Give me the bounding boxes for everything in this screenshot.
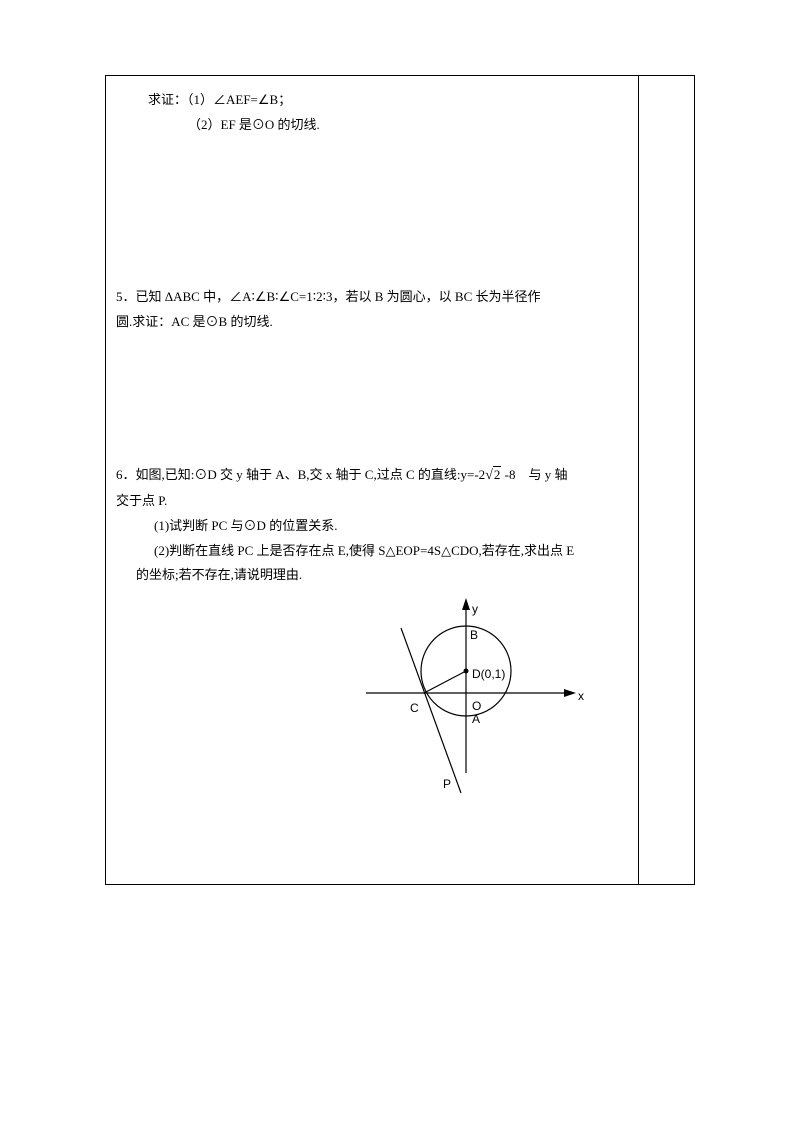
problem-6-sub-2a: (2)判断在直线 PC 上是否存在点 E,使得 S△EOP=4S△CDO,若存在… <box>116 539 628 564</box>
y-axis-arrow <box>462 598 470 610</box>
label-y: y <box>472 598 478 621</box>
side-margin-column <box>639 76 694 884</box>
problem-6-line-1: 6．如图,已知:⊙D 交 y 轴于 A、B,交 x 轴于 C,过点 C 的直线:… <box>116 463 628 490</box>
page-frame: 求证：（1）∠AEF=∠B； （2）EF 是⊙O 的切线. 5．已知 ΔABC … <box>105 75 695 885</box>
problem-6-line-1-prefix: 6．如图,已知:⊙D 交 y 轴于 A、B,交 x 轴于 C,过点 C 的直线:… <box>116 467 485 482</box>
problem-6-sub-2b: 的坐标;若不存在,请说明理由. <box>116 563 628 588</box>
problem-6-line-1-suffix: -8 与 y 轴 <box>501 467 567 482</box>
point-d-dot <box>464 669 469 674</box>
main-content-column: 求证：（1）∠AEF=∠B； （2）EF 是⊙O 的切线. 5．已知 ΔABC … <box>106 76 639 884</box>
problem-5-line-2: 圆.求证：AC 是⊙B 的切线. <box>116 310 628 335</box>
spacer <box>116 145 628 285</box>
x-axis-arrow <box>564 689 576 697</box>
problem-6-sub-1: (1)试判断 PC 与⊙D 的位置关系. <box>116 514 628 539</box>
label-B: B <box>470 624 478 647</box>
label-C: C <box>410 697 419 720</box>
diagram-container: y x B D(0,1) O C A P <box>346 593 606 813</box>
line-cd <box>424 671 466 693</box>
label-x: x <box>578 685 584 708</box>
problem-5: 5．已知 ΔABC 中，∠A∶∠B∶∠C=1∶2∶3，若以 B 为圆心，以 BC… <box>116 285 628 334</box>
label-P: P <box>443 773 451 796</box>
sqrt-value: 2 <box>493 466 502 482</box>
label-A: A <box>472 708 480 731</box>
problem-4-continuation: 求证：（1）∠AEF=∠B； （2）EF 是⊙O 的切线. <box>116 88 628 137</box>
problem-6-line-2: 交于点 P. <box>116 489 628 514</box>
problem-6: 6．如图,已知:⊙D 交 y 轴于 A、B,交 x 轴于 C,过点 C 的直线:… <box>116 463 628 813</box>
label-D: D(0,1) <box>472 663 505 686</box>
problem-5-line-1: 5．已知 ΔABC 中，∠A∶∠B∶∠C=1∶2∶3，若以 B 为圆心，以 BC… <box>116 285 628 310</box>
problem-4-line-1: 求证：（1）∠AEF=∠B； <box>116 88 628 113</box>
problem-4-line-2: （2）EF 是⊙O 的切线. <box>116 113 628 138</box>
sqrt-symbol: 2 <box>485 463 501 490</box>
spacer <box>116 343 628 463</box>
